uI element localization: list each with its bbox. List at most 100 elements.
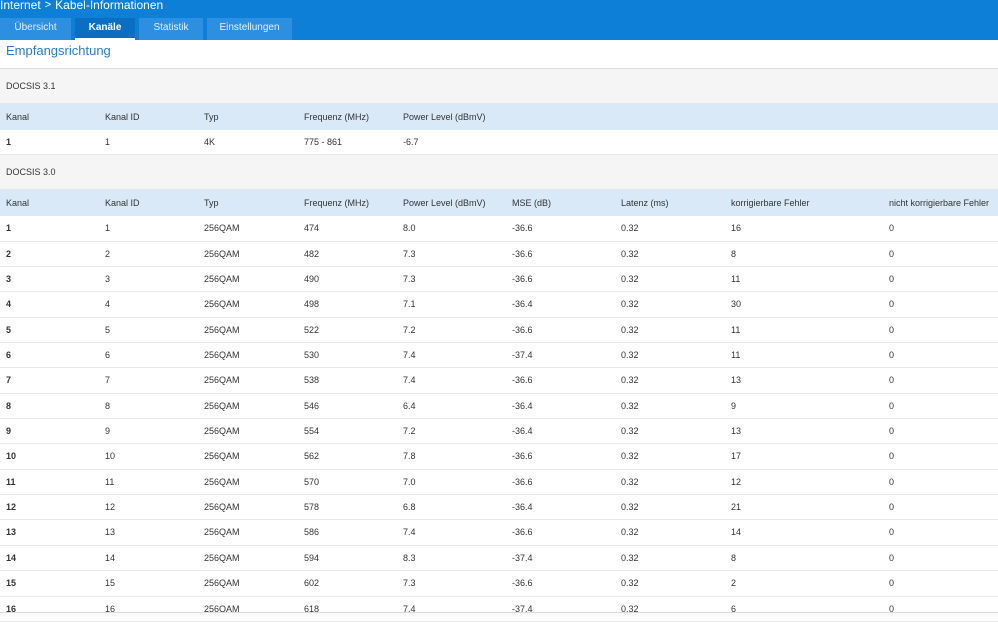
column-header: Kanal bbox=[6, 112, 30, 122]
docsis31-table-body: 1 1 4K 775 - 861 -6.7 bbox=[0, 130, 998, 156]
table-cell: 256QAM bbox=[204, 476, 240, 487]
table-cell: 16 bbox=[105, 603, 116, 614]
column-header: Typ bbox=[204, 112, 219, 122]
table-cell: 0.32 bbox=[621, 350, 639, 361]
table-cell: 15 bbox=[105, 578, 116, 589]
table-cell: 11 bbox=[105, 476, 115, 487]
table-cell: 578 bbox=[304, 502, 320, 513]
table-row: 3 3 256QAM 490 7.3 -36.6 0.32 11 0 bbox=[0, 267, 998, 293]
table-cell: 0.32 bbox=[621, 502, 639, 513]
table-cell: 13 bbox=[731, 375, 742, 386]
table-cell: 0 bbox=[889, 603, 895, 614]
docsis31-group-title: DOCSIS 3.1 bbox=[0, 69, 998, 104]
table-cell: 256QAM bbox=[204, 324, 240, 335]
table-cell: 0.32 bbox=[621, 299, 639, 310]
table-cell: 256QAM bbox=[204, 527, 240, 538]
table-row: 15 15 256QAM 602 7.3 -36.6 0.32 2 0 bbox=[0, 571, 998, 597]
table-cell: 6 bbox=[6, 350, 12, 361]
tab-uebersicht[interactable]: Übersicht bbox=[0, 18, 71, 40]
table-cell: -36.6 bbox=[512, 527, 533, 538]
table-cell: -36.4 bbox=[512, 426, 533, 437]
table-cell: -6.7 bbox=[403, 137, 419, 147]
column-header: Frequenz (MHz) bbox=[304, 198, 370, 209]
table-cell: 0.32 bbox=[621, 324, 639, 335]
table-row: 10 10 256QAM 562 7.8 -36.6 0.32 17 0 bbox=[0, 444, 998, 470]
table-cell: 11 bbox=[731, 350, 741, 361]
column-header: Kanal bbox=[6, 198, 30, 209]
table-cell: 6 bbox=[731, 603, 737, 614]
table-cell: 4K bbox=[204, 137, 216, 147]
table-cell: -36.6 bbox=[512, 248, 533, 259]
table-cell: -36.6 bbox=[512, 375, 533, 386]
table-cell: 256QAM bbox=[204, 578, 240, 589]
table-cell: 7 bbox=[6, 375, 12, 386]
table-cell: 0 bbox=[889, 426, 895, 437]
column-header: Power Level (dBmV) bbox=[403, 198, 486, 209]
table-cell: -36.6 bbox=[512, 476, 533, 487]
table-cell: 8 bbox=[6, 400, 12, 411]
table-cell: 16 bbox=[731, 223, 742, 234]
breadcrumb-parent-link[interactable]: Internet bbox=[0, 0, 41, 12]
table-cell: 256QAM bbox=[204, 400, 240, 411]
table-cell: -36.4 bbox=[512, 299, 533, 310]
table-cell: 13 bbox=[105, 527, 116, 538]
tab-statistik[interactable]: Statistik bbox=[139, 18, 203, 40]
table-cell: -36.4 bbox=[512, 400, 533, 411]
table-cell: 0 bbox=[889, 248, 895, 259]
table-cell: 5 bbox=[105, 324, 111, 335]
horizontal-scrollbar[interactable] bbox=[0, 612, 998, 617]
table-cell: 0.32 bbox=[621, 274, 639, 285]
table-cell: 0 bbox=[889, 476, 895, 487]
table-cell: 0.32 bbox=[621, 451, 639, 462]
table-cell: 0.32 bbox=[621, 527, 639, 538]
table-cell: 7.0 bbox=[403, 476, 416, 487]
table-cell: 7 bbox=[105, 375, 111, 386]
table-cell: 602 bbox=[304, 578, 320, 589]
table-row: 7 7 256QAM 538 7.4 -36.6 0.32 13 0 bbox=[0, 368, 998, 394]
table-cell: 8 bbox=[731, 248, 737, 259]
table-cell: 7.2 bbox=[403, 426, 416, 437]
column-header: nicht korrigierbare Fehler bbox=[889, 198, 990, 209]
table-cell: -36.4 bbox=[512, 502, 533, 513]
table-cell: 8 bbox=[105, 400, 111, 411]
table-cell: -36.6 bbox=[512, 274, 533, 285]
breadcrumb-current: Kabel-Informationen bbox=[55, 0, 164, 12]
table-cell: 1 bbox=[6, 137, 12, 147]
section-title: Empfangsrichtung bbox=[6, 43, 111, 58]
tab-bar: Übersicht Kanäle Statistik Einstellungen bbox=[0, 18, 296, 40]
table-cell: 12 bbox=[105, 502, 116, 513]
breadcrumb: Internet > Kabel-Informationen bbox=[0, 0, 163, 13]
table-cell: 13 bbox=[6, 527, 17, 538]
table-row: 1 1 256QAM 474 8.0 -36.6 0.32 16 0 bbox=[0, 216, 998, 242]
column-header: Power Level (dBmV) bbox=[403, 112, 486, 122]
table-cell: -37.4 bbox=[512, 350, 533, 361]
table-cell: 546 bbox=[304, 400, 320, 411]
table-cell: 8 bbox=[731, 552, 737, 563]
tab-einstellungen[interactable]: Einstellungen bbox=[207, 18, 292, 40]
table-cell: 562 bbox=[304, 451, 320, 462]
table-row: 16 16 256QAM 618 7.4 -37.4 0.32 6 0 bbox=[0, 596, 998, 622]
table-cell: 0.32 bbox=[621, 375, 639, 386]
table-cell: 5 bbox=[6, 324, 12, 335]
table-cell: -36.6 bbox=[512, 578, 533, 589]
table-cell: 7.4 bbox=[403, 527, 416, 538]
table-cell: 554 bbox=[304, 426, 320, 437]
tab-kanaele[interactable]: Kanäle bbox=[75, 18, 135, 40]
table-cell: 12 bbox=[6, 502, 17, 513]
table-cell: -37.4 bbox=[512, 603, 533, 614]
table-cell: 17 bbox=[731, 451, 742, 462]
table-cell: 14 bbox=[6, 552, 17, 563]
table-cell: 775 - 861 bbox=[304, 137, 343, 147]
table-row: 8 8 256QAM 546 6.4 -36.4 0.32 9 0 bbox=[0, 393, 998, 420]
table-row: 13 13 256QAM 586 7.4 -36.6 0.32 14 0 bbox=[0, 520, 998, 546]
table-cell: 498 bbox=[304, 299, 320, 310]
table-cell: 256QAM bbox=[204, 223, 240, 234]
table-cell: 0.32 bbox=[621, 578, 639, 589]
table-cell: 474 bbox=[304, 223, 320, 234]
table-cell: 256QAM bbox=[204, 426, 240, 437]
table-cell: 13 bbox=[731, 426, 742, 437]
table-row: 9 9 256QAM 554 7.2 -36.4 0.32 13 0 bbox=[0, 419, 998, 445]
table-cell: 3 bbox=[105, 274, 111, 285]
table-cell: 594 bbox=[304, 552, 320, 563]
table-cell: 0.32 bbox=[621, 552, 639, 563]
